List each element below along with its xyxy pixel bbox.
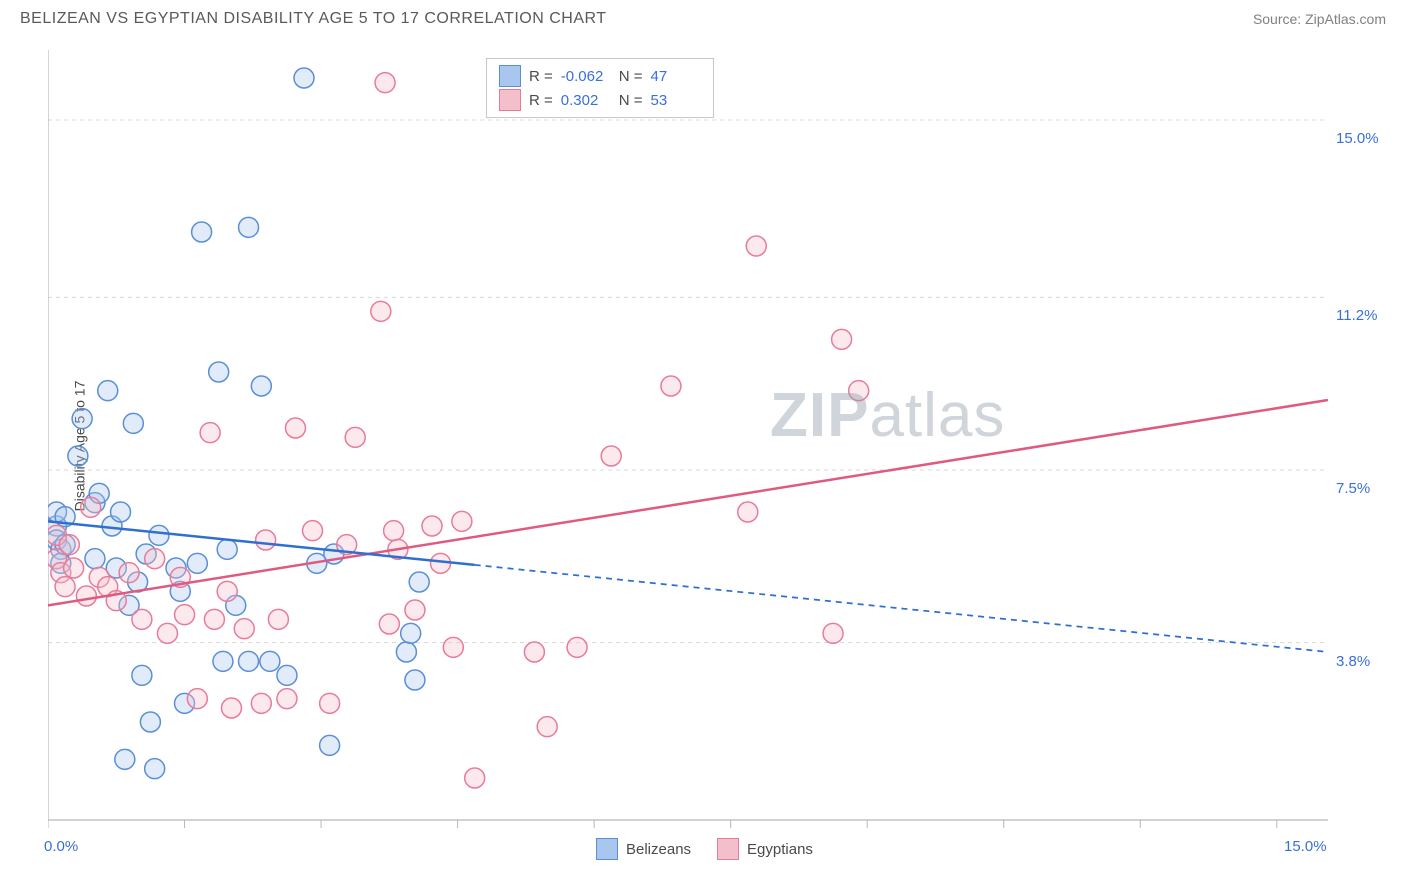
x-tick-label: 15.0% <box>1284 838 1327 855</box>
legend-swatch <box>499 89 521 111</box>
correlation-legend: R = -0.062 N = 47 R = 0.302 N = 53 <box>486 58 714 118</box>
legend-r-label: R = <box>529 92 553 109</box>
legend-n-label: N = <box>619 68 643 85</box>
legend-n-label: N = <box>619 92 643 109</box>
legend-n-value: 53 <box>651 92 701 109</box>
chart-title: BELIZEAN VS EGYPTIAN DISABILITY AGE 5 TO… <box>20 10 607 28</box>
chart-source: Source: ZipAtlas.com <box>1253 11 1386 27</box>
series-legend: Belizeans Egyptians <box>596 838 813 860</box>
legend-row: R = 0.302 N = 53 <box>499 89 701 111</box>
chart-header: BELIZEAN VS EGYPTIAN DISABILITY AGE 5 TO… <box>0 0 1406 34</box>
legend-r-label: R = <box>529 68 553 85</box>
legend-series-label: Egyptians <box>747 841 813 858</box>
y-tick-label: 3.8% <box>1336 653 1370 670</box>
y-tick-label: 15.0% <box>1336 130 1379 147</box>
chart-area <box>48 50 1378 850</box>
x-tick-label: 0.0% <box>44 838 78 855</box>
legend-item: Belizeans <box>596 838 691 860</box>
legend-series-label: Belizeans <box>626 841 691 858</box>
legend-n-value: 47 <box>651 68 701 85</box>
legend-swatch <box>499 65 521 87</box>
legend-r-value: -0.062 <box>561 68 611 85</box>
legend-r-value: 0.302 <box>561 92 611 109</box>
legend-swatch <box>596 838 618 860</box>
scatter-plot-svg <box>48 50 1378 850</box>
legend-row: R = -0.062 N = 47 <box>499 65 701 87</box>
y-tick-label: 7.5% <box>1336 480 1370 497</box>
legend-item: Egyptians <box>717 838 813 860</box>
legend-swatch <box>717 838 739 860</box>
y-tick-label: 11.2% <box>1336 307 1377 324</box>
